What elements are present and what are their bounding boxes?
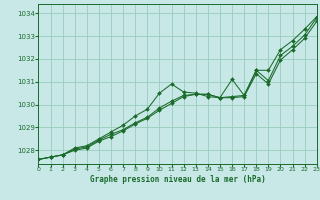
X-axis label: Graphe pression niveau de la mer (hPa): Graphe pression niveau de la mer (hPa)	[90, 175, 266, 184]
